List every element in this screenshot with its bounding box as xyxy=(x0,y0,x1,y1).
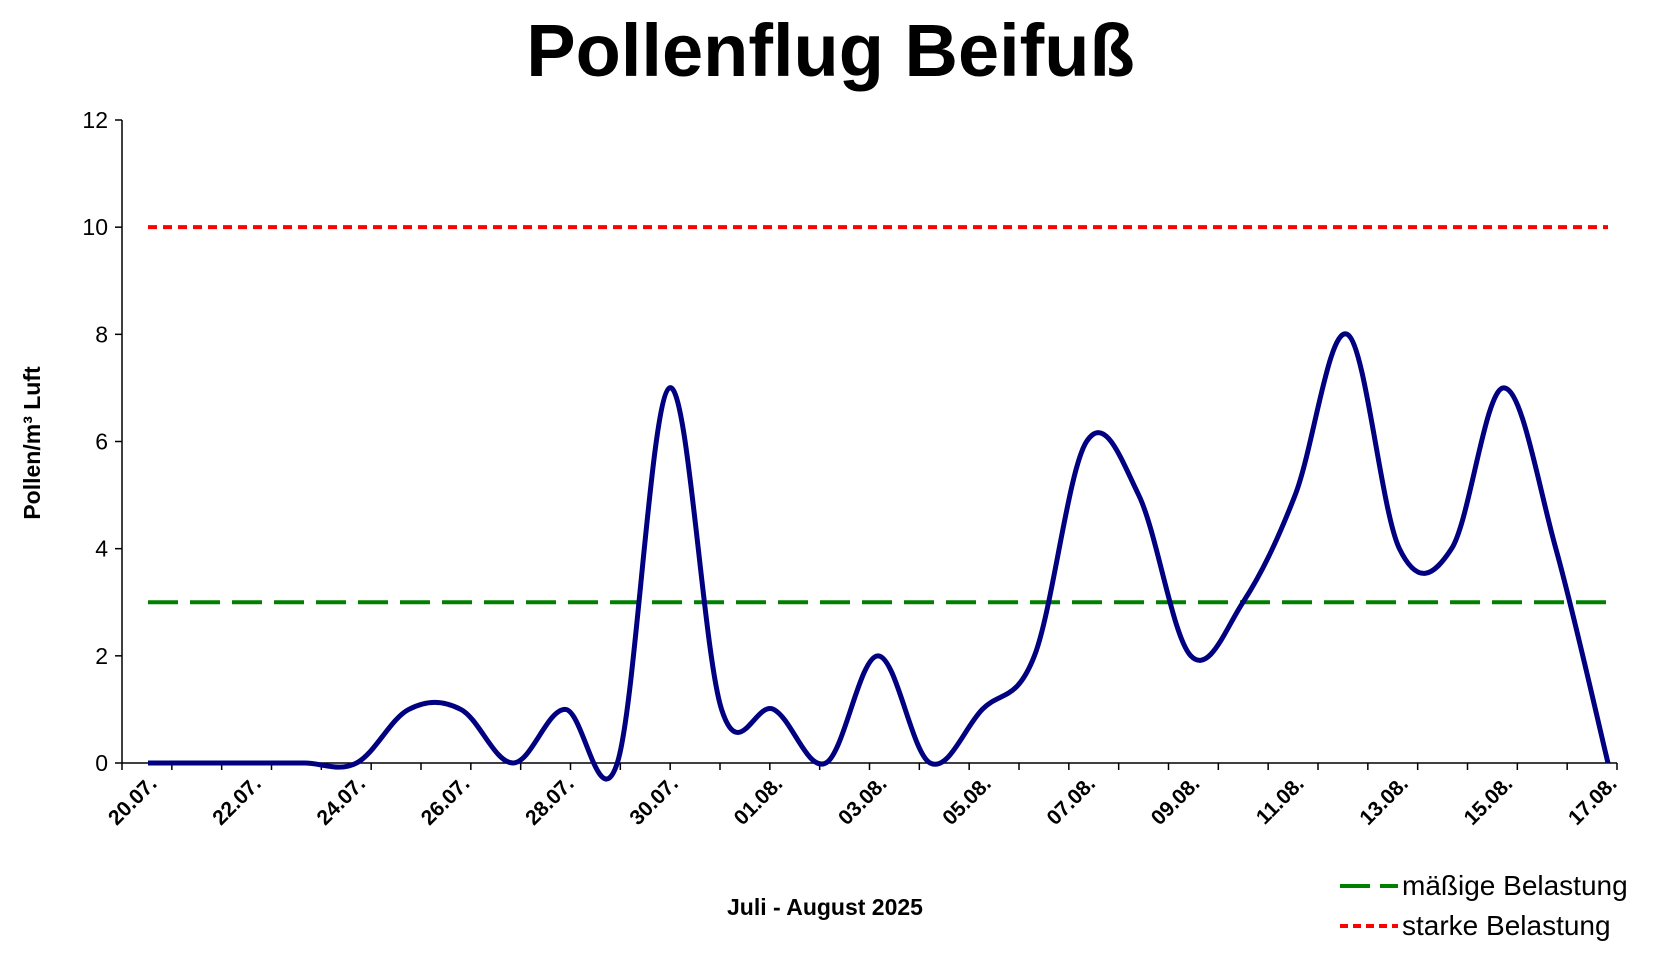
y-tick-label: 0 xyxy=(95,750,108,776)
legend-item-maessige: mäßige Belastung xyxy=(1340,870,1628,902)
legend-label-starke: starke Belastung xyxy=(1402,910,1611,941)
data-point xyxy=(251,762,253,764)
data-point xyxy=(668,387,670,389)
y-tick-label: 8 xyxy=(95,321,108,347)
data-point xyxy=(460,708,462,710)
data-point xyxy=(564,708,566,710)
data-point xyxy=(1607,762,1609,764)
y-tick-label: 10 xyxy=(82,214,108,240)
x-tick-label: 09.08. xyxy=(1147,772,1205,830)
y-tick-label: 4 xyxy=(95,536,108,562)
data-point xyxy=(147,762,149,764)
y-tick-label: 12 xyxy=(82,107,108,133)
legend-label-maessige: mäßige Belastung xyxy=(1402,870,1628,901)
data-point xyxy=(773,708,775,710)
x-tick-label: 11.08. xyxy=(1252,772,1309,829)
reference-lines xyxy=(148,225,1608,605)
data-point xyxy=(1138,494,1140,496)
data-point xyxy=(877,655,879,657)
data-point xyxy=(1398,548,1400,550)
x-tick-label: 01.08. xyxy=(730,772,788,830)
data-point xyxy=(1190,655,1192,657)
x-tick-label: 20.07. xyxy=(104,772,162,830)
data-point xyxy=(199,762,201,764)
data-point xyxy=(356,762,358,764)
series-line xyxy=(148,331,1611,782)
data-point xyxy=(981,708,983,710)
y-axis: 0 2 4 6 8 10 12 xyxy=(82,107,123,776)
x-tick-label: 28.07. xyxy=(521,772,579,830)
x-tick-label: 24.07. xyxy=(313,772,371,830)
data-point xyxy=(1242,601,1244,603)
data-point xyxy=(512,762,514,764)
data-point xyxy=(1086,441,1088,442)
legend-swatch-red-dotted xyxy=(1340,924,1398,928)
data-point xyxy=(1033,655,1035,657)
chart-title: Pollenflug Beifuß xyxy=(526,9,1135,92)
data-point xyxy=(1346,333,1348,335)
data-point xyxy=(721,708,723,710)
y-tick-label: 2 xyxy=(95,643,108,669)
data-point xyxy=(408,708,410,710)
x-tick-label: 05.08. xyxy=(938,772,996,830)
data-point xyxy=(1451,548,1453,550)
x-tick-label: 03.08. xyxy=(834,772,892,830)
x-tick-label: 15.08. xyxy=(1460,772,1518,830)
x-tick-label: 22.07. xyxy=(208,772,266,830)
legend-swatch-green-dashed xyxy=(1340,884,1398,888)
x-tick-label: 30.07. xyxy=(625,772,683,830)
x-tick-label: 13.08. xyxy=(1355,772,1413,830)
series-layer xyxy=(147,331,1611,782)
x-axis-label: Juli - August 2025 xyxy=(727,894,923,920)
data-point xyxy=(616,762,618,764)
data-point xyxy=(1555,548,1557,550)
x-tick-label: 07.08. xyxy=(1043,772,1101,830)
x-tick-label: 26.07. xyxy=(417,772,475,830)
x-tick-label: 17.08. xyxy=(1564,772,1622,830)
y-axis-label: Pollen/m³ Luft xyxy=(19,366,45,520)
data-point xyxy=(1503,387,1505,389)
data-point xyxy=(1294,494,1296,496)
data-point xyxy=(929,762,931,764)
data-point xyxy=(303,762,305,764)
legend-item-starke: starke Belastung xyxy=(1340,910,1611,942)
x-axis: 20.07. 22.07. 24.07. 26.07. 28.07. 30.07. 01.0… xyxy=(104,762,1622,830)
data-point xyxy=(825,762,827,764)
y-tick-label: 6 xyxy=(95,429,108,455)
